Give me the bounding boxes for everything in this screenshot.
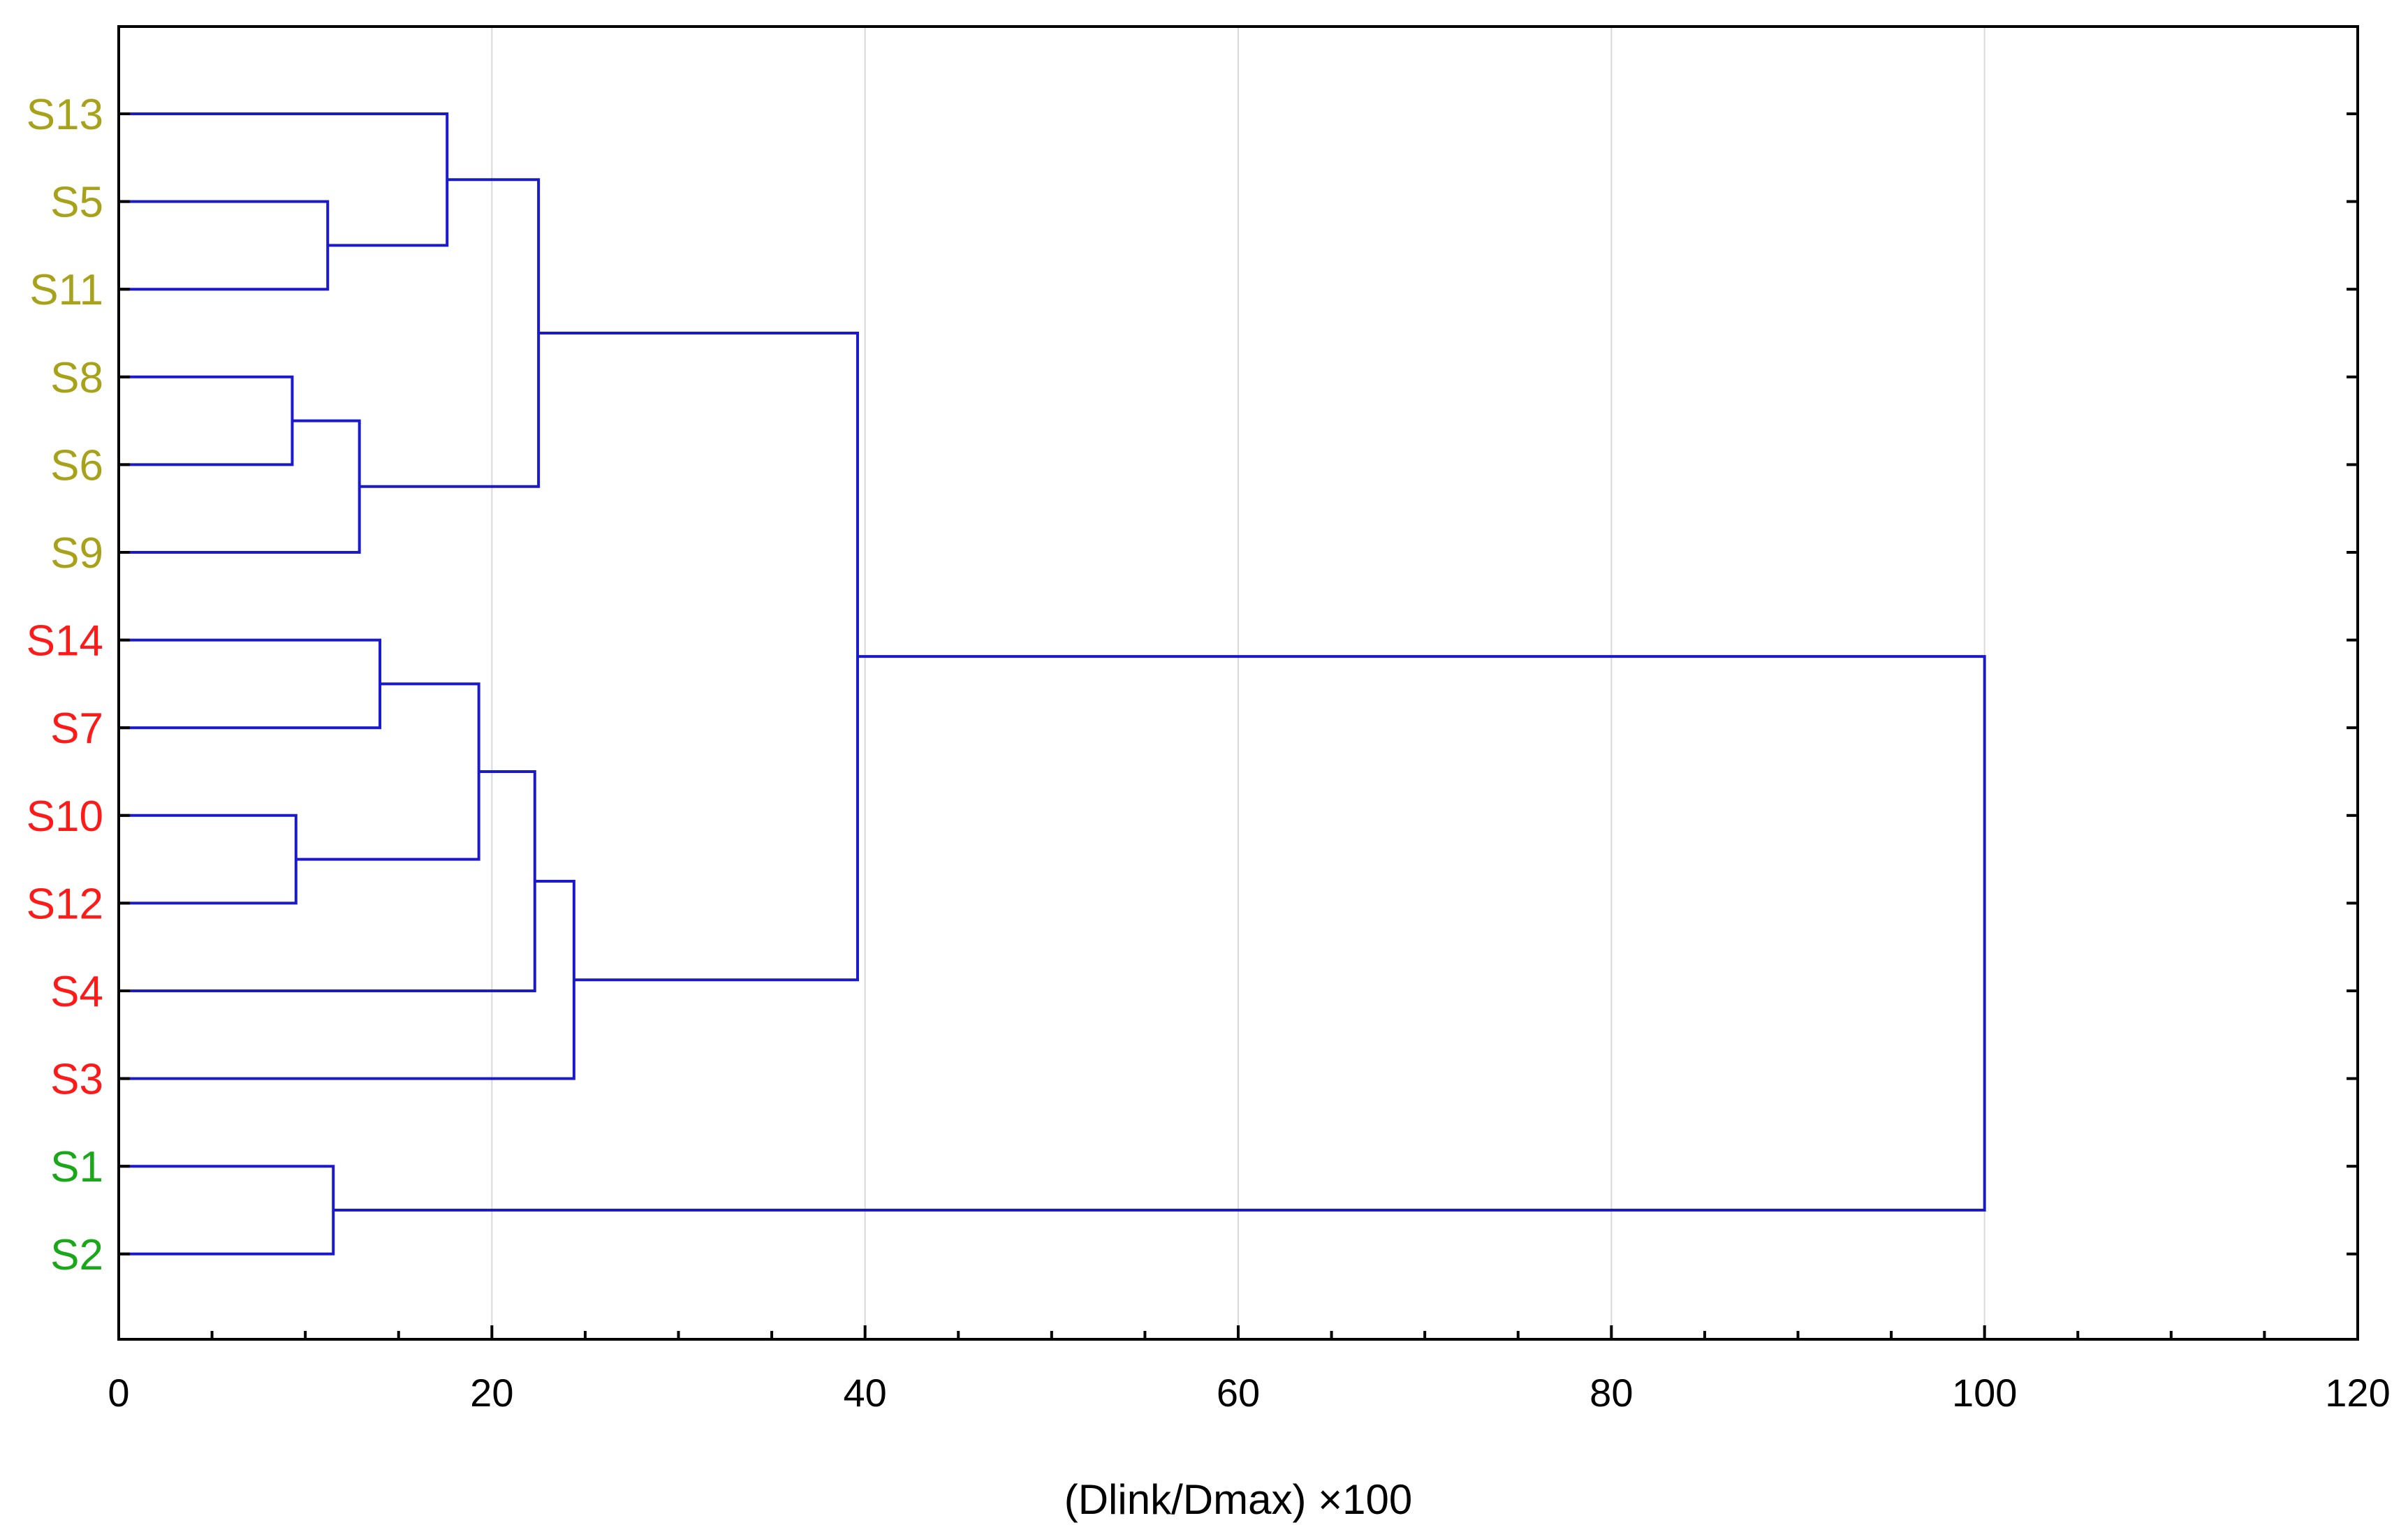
dendrogram-link (119, 813, 298, 905)
dendrogram-link (295, 682, 480, 861)
leaf-labels: S13 S5 S11 S8 S6 S9 S14 S7 S10 S12 S4 S3 S1 S2 (27, 91, 103, 1279)
dendrogram-link (119, 638, 382, 730)
dendrogram-links (119, 112, 1986, 1256)
x-tick-label: 80 (1590, 1371, 1633, 1415)
x-tick-label: 100 (1952, 1371, 2017, 1415)
dendrogram-link (119, 200, 330, 291)
leaf-label: S5 (50, 179, 103, 227)
leaf-label: S1 (50, 1143, 103, 1191)
x-tick-label: 60 (1217, 1371, 1260, 1415)
leaf-label: S4 (50, 968, 103, 1016)
leaf-label: S12 (27, 880, 103, 928)
x-tick-label: 0 (108, 1371, 129, 1415)
dendrogram-link (119, 770, 536, 992)
x-tick-label: 40 (844, 1371, 887, 1415)
leaf-label: S3 (50, 1056, 103, 1104)
dendrogram-link (119, 375, 294, 466)
dendrogram-link (538, 332, 859, 982)
leaf-label: S11 (29, 266, 103, 314)
x-tick-label: 120 (2325, 1371, 2390, 1415)
leaf-label: S8 (50, 354, 103, 402)
leaf-label: S2 (50, 1231, 103, 1279)
dendrogram-link (359, 178, 541, 488)
dendrogram-link (119, 112, 449, 247)
x-axis-title: (Dlink/Dmax) ×100 (1064, 1476, 1413, 1523)
dendrogram-link (333, 655, 1986, 1212)
axis-ticks (117, 112, 2359, 1339)
grid-lines (491, 27, 1985, 1339)
dendrogram-link (119, 1165, 335, 1256)
dendrogram-link (119, 880, 575, 1080)
x-tick-label: 20 (470, 1371, 513, 1415)
leaf-label: S13 (27, 91, 103, 139)
leaf-label: S9 (50, 529, 103, 577)
leaf-label: S6 (50, 441, 103, 489)
leaf-label: S7 (50, 705, 103, 753)
leaf-label: S14 (27, 617, 103, 665)
x-tick-labels: 0 20 40 60 80 100 120 (108, 1371, 2390, 1415)
leaf-label: S10 (27, 793, 103, 841)
dendrogram-link (119, 419, 361, 554)
